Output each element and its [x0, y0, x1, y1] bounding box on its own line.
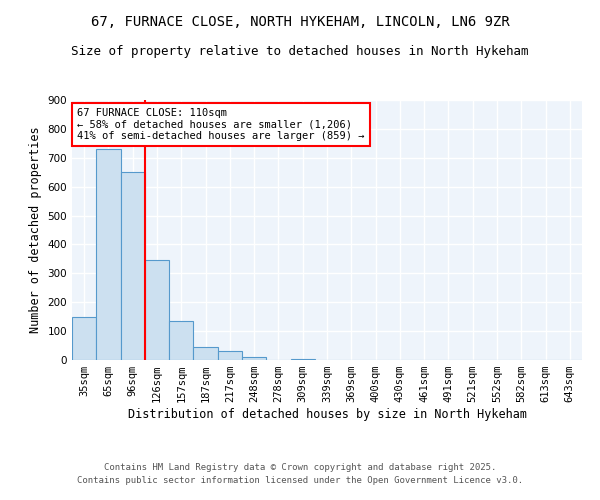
Bar — [193, 347, 218, 360]
Bar — [290, 358, 315, 360]
Bar — [145, 260, 169, 360]
Bar — [121, 172, 145, 360]
Text: 67, FURNACE CLOSE, NORTH HYKEHAM, LINCOLN, LN6 9ZR: 67, FURNACE CLOSE, NORTH HYKEHAM, LINCOL… — [91, 15, 509, 29]
Text: Size of property relative to detached houses in North Hykeham: Size of property relative to detached ho… — [71, 45, 529, 58]
Bar — [169, 321, 193, 360]
Bar — [96, 149, 121, 360]
Text: 67 FURNACE CLOSE: 110sqm
← 58% of detached houses are smaller (1,206)
41% of sem: 67 FURNACE CLOSE: 110sqm ← 58% of detach… — [77, 108, 365, 141]
Bar — [218, 352, 242, 360]
Bar — [72, 316, 96, 360]
Text: Contains HM Land Registry data © Crown copyright and database right 2025.
Contai: Contains HM Land Registry data © Crown c… — [77, 464, 523, 485]
X-axis label: Distribution of detached houses by size in North Hykeham: Distribution of detached houses by size … — [128, 408, 527, 421]
Bar — [242, 357, 266, 360]
Y-axis label: Number of detached properties: Number of detached properties — [29, 126, 42, 334]
